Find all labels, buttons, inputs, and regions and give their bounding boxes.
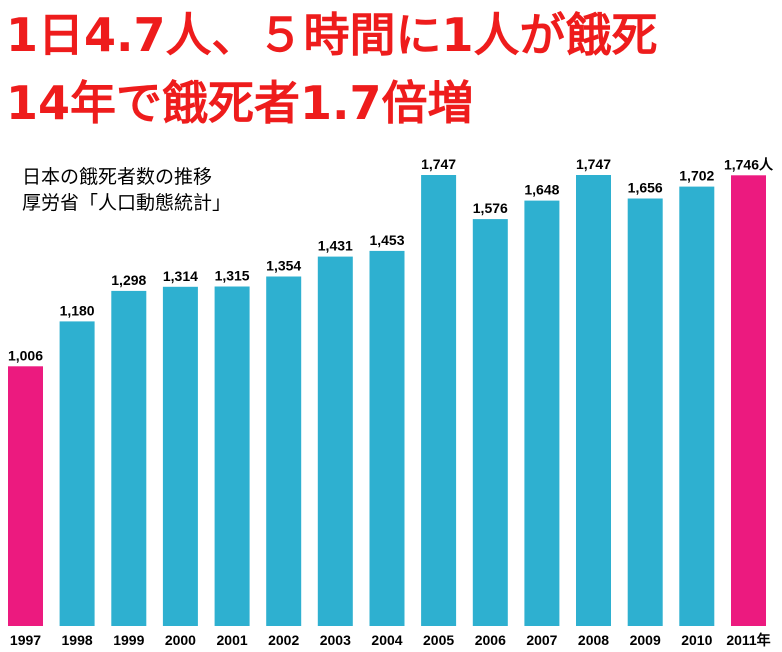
value-label-2009: 1,656 xyxy=(628,180,663,196)
value-labels: 1,006 1,180 1,298 1,314 1,315 1,354 1,431 1,453… xyxy=(8,156,774,363)
headline-line-1: 1日4.7人、５時間に1人が餓死 xyxy=(6,8,658,62)
x-tick-1998: 1998 xyxy=(62,632,93,648)
value-label-2004: 1,453 xyxy=(369,232,404,248)
x-tick-2008: 2008 xyxy=(578,632,609,648)
value-label-2003: 1,431 xyxy=(318,238,353,254)
value-label-1999: 1,298 xyxy=(111,272,146,288)
x-tick-2011年: 2011年 xyxy=(726,632,770,648)
chart-source: 厚労省「人口動態統計」 xyxy=(22,192,232,214)
bar-2003 xyxy=(317,256,353,626)
x-tick-2009: 2009 xyxy=(630,632,661,648)
bar-1998 xyxy=(59,321,95,626)
bar-1999 xyxy=(111,290,147,626)
x-tick-2002: 2002 xyxy=(268,632,299,648)
value-label-1998: 1,180 xyxy=(60,302,95,318)
value-label-2006: 1,576 xyxy=(473,200,508,216)
bar-2001 xyxy=(214,286,250,626)
bar-2007 xyxy=(524,200,560,626)
x-tick-2010: 2010 xyxy=(681,632,712,648)
value-label-2005: 1,747 xyxy=(421,156,456,172)
bar-1997 xyxy=(8,366,43,626)
value-label-2001: 1,315 xyxy=(215,268,250,284)
bar-2005 xyxy=(421,175,457,626)
x-tick-2007: 2007 xyxy=(526,632,557,648)
bar-2000 xyxy=(162,286,198,626)
value-label-2007: 1,648 xyxy=(524,182,559,198)
value-label-2000: 1,314 xyxy=(163,268,198,284)
x-tick-1997: 1997 xyxy=(10,632,41,648)
bar-2010 xyxy=(679,186,715,626)
value-label-1997: 1,006 xyxy=(8,347,43,363)
x-tick-2001: 2001 xyxy=(217,632,248,648)
x-tick-2003: 2003 xyxy=(320,632,351,648)
x-tick-labels: 1997 1998 1999 2000 2001 2002 2003 2004 2005 2006… xyxy=(10,632,771,648)
bar-2006 xyxy=(472,219,508,626)
value-label-2011年: 1,746人 xyxy=(724,156,774,172)
bar-2004 xyxy=(369,250,405,626)
x-tick-1999: 1999 xyxy=(113,632,144,648)
value-label-2002: 1,354 xyxy=(266,258,301,274)
x-tick-2006: 2006 xyxy=(475,632,506,648)
x-tick-2005: 2005 xyxy=(423,632,454,648)
chart-title: 日本の餓死者数の推移 xyxy=(22,166,213,188)
bar-2002 xyxy=(266,276,302,626)
bars xyxy=(8,175,766,627)
bar-2009 xyxy=(627,198,663,626)
x-tick-2000: 2000 xyxy=(165,632,196,648)
value-label-2008: 1,747 xyxy=(576,156,611,172)
bar-2011年 xyxy=(731,175,766,627)
headline-line-2: 14年で餓死者1.7倍増 xyxy=(6,76,474,130)
bar-2008 xyxy=(576,175,611,626)
x-tick-2004: 2004 xyxy=(371,632,402,648)
value-label-2010: 1,702 xyxy=(679,168,714,184)
